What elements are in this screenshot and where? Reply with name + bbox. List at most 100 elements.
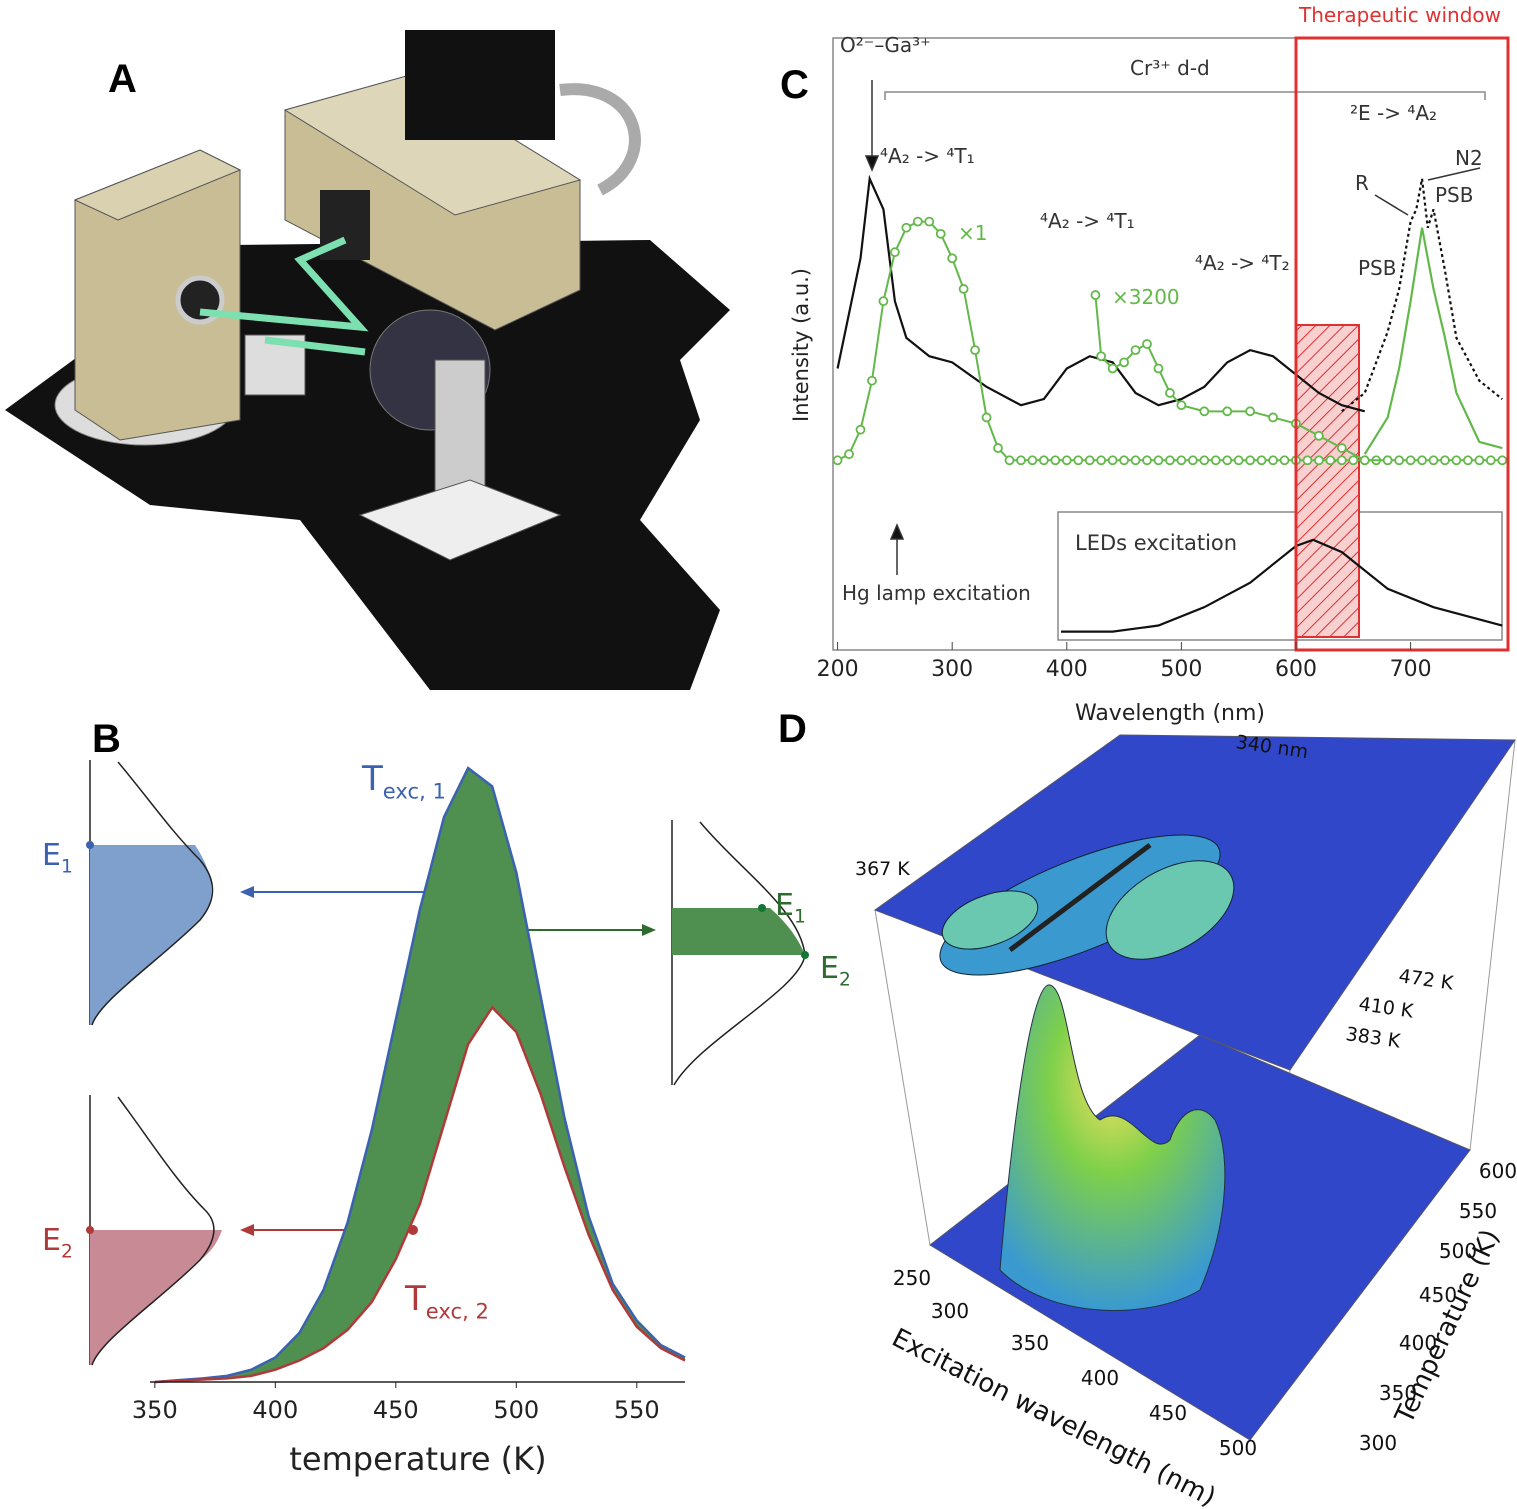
spectrum bbox=[836, 174, 1366, 413]
y-tick-label: 450 bbox=[1419, 1283, 1457, 1307]
data-point bbox=[1314, 455, 1324, 466]
annotation-main: E bbox=[42, 1223, 61, 1258]
data-point bbox=[1096, 351, 1107, 362]
annotation: Texc, 2 bbox=[404, 1279, 489, 1324]
data-point bbox=[1199, 455, 1210, 466]
data-point bbox=[1302, 455, 1313, 466]
data-point bbox=[1130, 455, 1141, 466]
x-tick-label: 700 bbox=[1390, 657, 1432, 682]
data-point bbox=[1451, 455, 1462, 466]
x-tick-label: 400 bbox=[1081, 1366, 1119, 1390]
x-tick-label: 250 bbox=[893, 1266, 931, 1290]
inset-label: LEDs excitation bbox=[1075, 531, 1237, 555]
data-point bbox=[1176, 400, 1187, 411]
data-point bbox=[1233, 455, 1244, 466]
annotation: ⁴A₂ -> ⁴T₁ bbox=[880, 144, 975, 168]
x-tick-label: 300 bbox=[931, 657, 973, 682]
x-tick-label: 600 bbox=[1275, 657, 1317, 682]
data-point bbox=[1130, 345, 1141, 356]
data-point bbox=[1268, 412, 1278, 423]
data-point bbox=[1153, 363, 1164, 374]
data-point bbox=[1348, 455, 1359, 466]
data-point bbox=[1090, 290, 1101, 300]
data-point bbox=[1187, 455, 1198, 466]
window-label: Therapeutic window bbox=[1298, 3, 1501, 27]
series-label: ×3200 bbox=[1112, 285, 1180, 309]
data-point bbox=[855, 424, 866, 435]
annotation: PSB bbox=[1358, 256, 1396, 280]
data-point bbox=[1314, 430, 1324, 441]
data-point bbox=[1325, 455, 1336, 466]
data-point bbox=[832, 455, 843, 466]
x-tick-label: 400 bbox=[252, 1396, 298, 1424]
data-point bbox=[1073, 455, 1084, 466]
x-tick-label: 450 bbox=[373, 1396, 419, 1424]
y-tick-label: 400 bbox=[1399, 1331, 1437, 1355]
therapeutic-window bbox=[1294, 36, 1510, 652]
annotation: E2 bbox=[820, 951, 851, 991]
spectrum bbox=[837, 220, 1503, 462]
data-point bbox=[1016, 455, 1026, 466]
annotation: Hg lamp excitation bbox=[842, 581, 1031, 605]
annotation: 383 K bbox=[1344, 1023, 1402, 1052]
data-point bbox=[1245, 406, 1256, 417]
annotation: ²E -> ⁴A₂ bbox=[1350, 101, 1437, 125]
series-label: ×1 bbox=[958, 221, 987, 245]
data-point bbox=[1153, 455, 1164, 466]
panel-label: C bbox=[780, 63, 809, 107]
data-point bbox=[1107, 363, 1118, 374]
data-point bbox=[1142, 339, 1152, 349]
data-point bbox=[1038, 455, 1049, 466]
panel-label: D bbox=[778, 707, 807, 751]
data-point bbox=[1382, 455, 1393, 466]
annotation-sub: 2 bbox=[839, 970, 851, 991]
panel-label: B bbox=[92, 717, 121, 761]
data-point bbox=[1474, 455, 1485, 466]
data-point bbox=[912, 216, 923, 227]
curve bbox=[154, 766, 686, 1384]
data-point bbox=[1119, 455, 1129, 466]
x-tick-label: 400 bbox=[1046, 657, 1088, 682]
x-axis-label: temperature (K) bbox=[289, 1440, 546, 1478]
data-point bbox=[878, 296, 889, 307]
annotation: N2 bbox=[1455, 146, 1483, 170]
data-point bbox=[867, 375, 877, 386]
data-point bbox=[1165, 455, 1175, 466]
spectrum bbox=[1341, 178, 1503, 413]
data-point bbox=[1165, 388, 1175, 398]
surface-plot bbox=[873, 734, 1516, 1441]
panel-label: A bbox=[108, 57, 137, 101]
data-point bbox=[1096, 455, 1107, 466]
annotation: 410 K bbox=[1357, 993, 1415, 1022]
data-point bbox=[1405, 455, 1416, 466]
data-point bbox=[1336, 443, 1347, 453]
y-tick-label: 300 bbox=[1359, 1431, 1397, 1455]
curve bbox=[154, 1005, 686, 1384]
data-point bbox=[1428, 455, 1439, 466]
annotation: PSB bbox=[1435, 183, 1473, 207]
x-tick-label: 500 bbox=[1160, 657, 1202, 682]
y-tick-label: 600 bbox=[1479, 1159, 1517, 1183]
data-point bbox=[1336, 455, 1347, 466]
annotation-sub: 2 bbox=[61, 1242, 73, 1263]
data-point bbox=[1485, 455, 1496, 466]
annotation-sub: 1 bbox=[794, 907, 806, 928]
data-point bbox=[970, 345, 981, 356]
data-point bbox=[1222, 455, 1233, 466]
annotation: Texc, 1 bbox=[361, 759, 446, 804]
annotation-main: E bbox=[775, 888, 794, 923]
annotation-sub: exc, 2 bbox=[426, 1299, 489, 1324]
hatched-region bbox=[1294, 324, 1361, 638]
data-point bbox=[901, 222, 912, 233]
annotation-main: T bbox=[361, 759, 383, 799]
y-axis-label: Intensity (a.u.) bbox=[789, 268, 813, 422]
data-point bbox=[1084, 455, 1095, 466]
x-tick-label: 550 bbox=[614, 1396, 660, 1424]
data-point bbox=[993, 443, 1003, 453]
annotation: ⁴A₂ -> ⁴T₂ bbox=[1195, 251, 1290, 275]
annotation: Cr³⁺ d-d bbox=[1130, 56, 1210, 80]
annotation: O²⁻–Ga³⁺ bbox=[840, 33, 931, 57]
x-tick-label: 200 bbox=[817, 657, 859, 682]
data-point bbox=[1359, 455, 1370, 466]
